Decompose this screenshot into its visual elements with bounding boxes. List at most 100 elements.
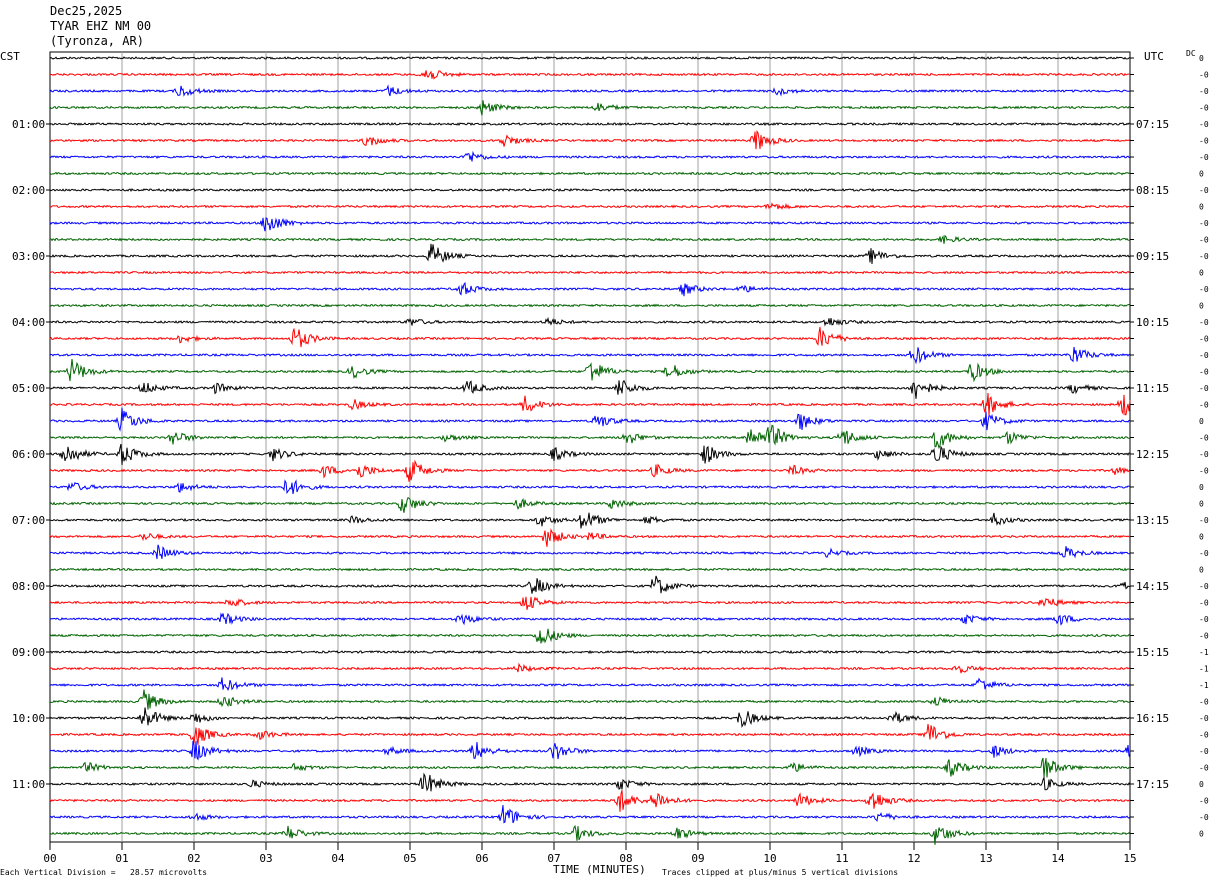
dc-offset-label: 0 [1199,54,1204,63]
seismic-trace [49,723,1131,745]
seismic-trace [49,575,1131,594]
right-hour-label: 11:15 [1136,382,1169,395]
right-hour-label: 13:15 [1136,514,1169,527]
header-date: Dec25,2025 [50,4,123,18]
dc-offset-label: -0 [1199,714,1209,723]
right-hour-label: 17:15 [1136,778,1169,791]
seismic-trace [49,281,1131,297]
dc-offset-label: -0 [1199,285,1209,294]
right-timezone-label: UTC [1144,50,1164,63]
x-tick-label: 13 [979,852,992,865]
seismic-trace [49,567,1131,572]
seismic-trace [49,150,1131,162]
seismic-trace [49,596,1131,610]
dc-offset-label: -0 [1199,731,1209,740]
header-location: (Tyronza, AR) [50,34,144,48]
dc-offset-label: -0 [1199,450,1209,459]
dc-offset-label: 0 [1199,533,1204,542]
dc-offset-label: 0 [1199,302,1204,311]
dc-offset-label: -0 [1199,71,1209,80]
dc-offset-label: -0 [1199,516,1209,525]
seismic-trace [49,303,1131,308]
seismic-trace [49,496,1131,513]
right-hour-label: 16:15 [1136,712,1169,725]
x-tick-label: 03 [259,852,272,865]
dc-offset-label: -0 [1199,104,1209,113]
left-hour-label: 05:00 [12,382,45,395]
dc-offset-label: 0 [1199,780,1204,789]
dc-offset-label: 0 [1199,830,1204,839]
clip-note: Traces clipped at plus/minus 5 vertical … [662,868,899,877]
seismic-trace [49,392,1131,416]
dc-label: DC [1186,49,1196,58]
dc-offset-label: -0 [1199,698,1209,707]
dc-offset-label: -0 [1199,467,1209,476]
dc-offset-label: -1 [1199,665,1209,674]
seismic-trace [49,805,1131,824]
seismic-trace [49,628,1131,644]
seismic-trace [49,217,1131,232]
dc-offset-label: -0 [1199,137,1209,146]
seismic-trace [49,662,1131,674]
x-tick-label: 02 [187,852,200,865]
dc-offset-label: -0 [1199,186,1209,195]
left-timezone-label: CST [0,50,20,63]
right-hour-label: 15:15 [1136,646,1169,659]
dc-offset-label: -0 [1199,434,1209,443]
right-hour-label: 14:15 [1136,580,1169,593]
seismic-trace [49,407,1131,432]
dc-offset-label: -1 [1199,648,1209,657]
dc-offset-label: -0 [1199,764,1209,773]
x-tick-label: 00 [43,852,56,865]
left-hour-label: 06:00 [12,448,45,461]
right-hour-label: 08:15 [1136,184,1169,197]
dc-offset-label: -1 [1199,681,1209,690]
scale-note: Each Vertical Division = 28.57 microvolt… [0,868,208,877]
x-axis-title: TIME (MINUTES) [553,863,646,876]
seismic-trace [49,358,1131,383]
left-hour-label: 09:00 [12,646,45,659]
left-hour-label: 10:00 [12,712,45,725]
right-hour-label: 10:15 [1136,316,1169,329]
dc-offset-label: -0 [1199,335,1209,344]
left-hour-label: 02:00 [12,184,45,197]
dc-offset-label: -0 [1199,219,1209,228]
seismic-trace [49,740,1131,761]
seismic-trace [49,346,1131,365]
dc-offset-label: -0 [1199,153,1209,162]
dc-offset-label: 0 [1199,500,1204,509]
right-hour-label: 07:15 [1136,118,1169,131]
dc-offset-label: 0 [1199,566,1204,575]
dc-offset-label: 0 [1199,483,1204,492]
dc-offset-label: -0 [1199,813,1209,822]
x-tick-label: 14 [1051,852,1065,865]
seismic-trace [49,459,1131,482]
dc-offset-label: -0 [1199,797,1209,806]
seismic-trace [49,772,1131,792]
dc-offset-label: -0 [1199,582,1209,591]
dc-offset-label: -0 [1199,747,1209,756]
seismic-trace [49,677,1131,691]
x-tick-label: 12 [907,852,920,865]
seismic-trace [49,270,1131,275]
seismic-trace [49,824,1131,845]
right-hour-label: 09:15 [1136,250,1169,263]
plot-frame [49,51,1131,843]
seismic-trace [49,84,1130,97]
x-tick-label: 10 [763,852,776,865]
seismic-trace [49,100,1131,116]
seismic-trace [49,544,1130,560]
seismic-trace [49,443,1131,466]
x-tick-label: 04 [331,852,345,865]
dc-offset-label: -0 [1199,318,1209,327]
seismic-trace [49,171,1131,176]
x-tick-label: 06 [475,852,488,865]
seismic-trace [49,424,1131,450]
x-tick-label: 01 [115,852,128,865]
seismic-trace [50,512,1131,529]
seismic-trace [49,130,1131,150]
seismic-trace [49,70,1131,80]
x-tick-label: 07 [547,852,560,865]
dc-offset-label: -0 [1199,252,1209,261]
